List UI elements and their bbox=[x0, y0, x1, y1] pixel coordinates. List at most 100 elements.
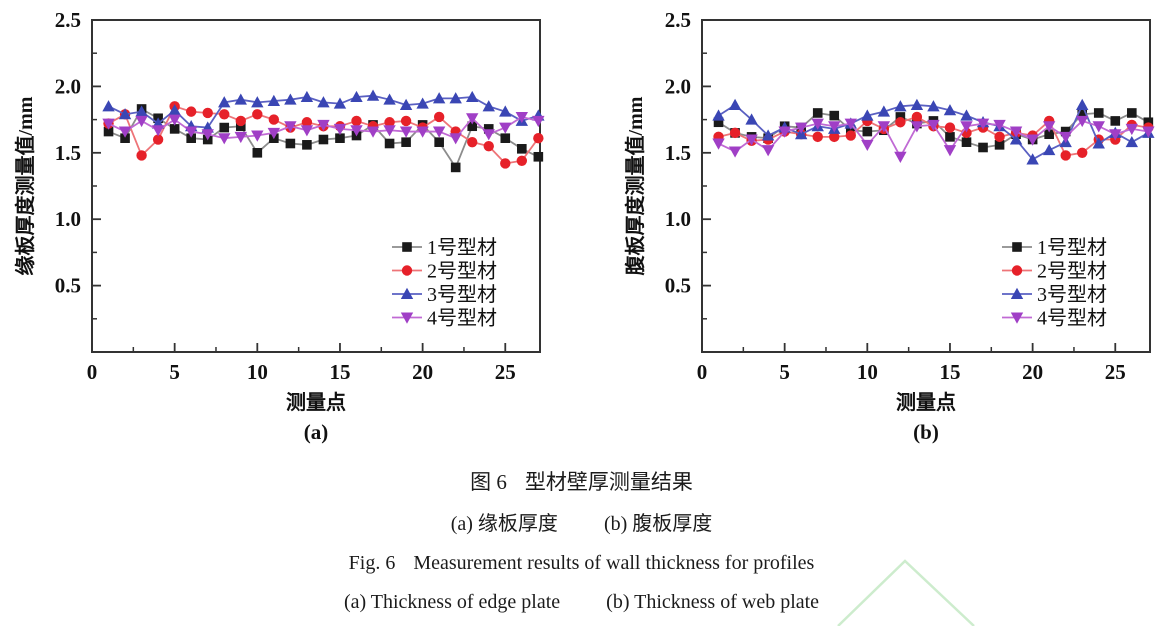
data-point-4号型材 bbox=[861, 139, 874, 152]
data-point-3号型材 bbox=[449, 92, 462, 104]
data-point-1号型材 bbox=[450, 162, 461, 173]
data-point-1号型材 bbox=[1044, 129, 1054, 140]
data-point-2号型材 bbox=[994, 131, 1005, 143]
figure-title-cn-text: 型材壁厚测量结果 bbox=[524, 470, 693, 494]
legend-marker-3号型材 bbox=[1010, 287, 1024, 299]
data-point-1号型材 bbox=[318, 134, 329, 145]
chart-a: 0 5 10 15 20 25 0.5 1.0 1.5 2.0 2.5 1号型材 2号型材 3号型材 4号型… bbox=[2, 0, 583, 457]
data-point-1号型材 bbox=[895, 112, 906, 122]
data-point-4号型材 bbox=[333, 123, 347, 136]
data-point-2号型材 bbox=[533, 132, 544, 144]
data-point-3号型材 bbox=[399, 98, 413, 110]
data-point-3号型材 bbox=[366, 89, 380, 101]
data-point-4号型材 bbox=[1076, 115, 1089, 128]
data-point-2号型材 bbox=[812, 131, 823, 143]
data-point-4号型材 bbox=[251, 130, 264, 142]
data-point-4号型材 bbox=[135, 115, 148, 128]
legend-label: 4号型材 bbox=[427, 307, 497, 330]
data-point-1号型材 bbox=[1077, 109, 1088, 120]
data-point-4号型材 bbox=[168, 114, 181, 126]
data-point-4号型材 bbox=[1125, 123, 1139, 136]
data-point-4号型材 bbox=[151, 125, 165, 137]
data-point-2号型材 bbox=[301, 117, 313, 128]
data-point-3号型材 bbox=[102, 100, 115, 112]
data-point-2号型材 bbox=[516, 155, 528, 166]
data-point-4号型材 bbox=[499, 122, 512, 134]
data-point-4号型材 bbox=[300, 125, 314, 137]
data-point-4号型材 bbox=[1059, 131, 1072, 144]
data-point-4号型材 bbox=[943, 145, 957, 157]
data-point-3号型材 bbox=[317, 96, 330, 108]
chart-b: 0 5 10 15 20 25 0.5 1.0 1.5 2.0 2.5 1号型材 2号型材 3号型材 4号型… bbox=[612, 0, 1163, 457]
data-point-4号型材 bbox=[317, 119, 330, 132]
y-tick-label: 2.0 bbox=[665, 74, 691, 98]
data-point-2号型材 bbox=[845, 130, 856, 141]
data-point-4号型材 bbox=[1109, 129, 1122, 141]
data-point-4号型材 bbox=[844, 118, 857, 130]
y-tick-label: 0.5 bbox=[665, 274, 691, 298]
data-point-2号型材 bbox=[152, 134, 164, 145]
data-point-4号型材 bbox=[399, 126, 413, 138]
data-point-3号型材 bbox=[482, 100, 495, 112]
x-tick-label: 0 bbox=[697, 360, 708, 384]
data-point-3号型材 bbox=[1009, 133, 1023, 145]
data-point-2号型材 bbox=[729, 127, 741, 139]
data-point-1号型材 bbox=[235, 121, 246, 132]
subcaption-en-a: (a) Thickness of edge plate bbox=[343, 591, 561, 613]
x-tick-label: 10 bbox=[247, 360, 268, 384]
figure-title-cn: 图 6 型材壁厚测量结果 bbox=[0, 466, 1163, 496]
data-point-2号型材 bbox=[483, 140, 494, 152]
y-tick-label: 1.5 bbox=[665, 141, 691, 165]
data-point-3号型材 bbox=[877, 105, 891, 117]
data-point-4号型材 bbox=[1009, 126, 1023, 138]
data-point-1号型材 bbox=[483, 124, 494, 134]
data-point-4号型材 bbox=[218, 133, 231, 145]
data-point-1号型材 bbox=[500, 133, 511, 143]
data-point-3号型材 bbox=[1026, 153, 1039, 165]
data-point-4号型材 bbox=[728, 146, 742, 158]
data-point-4号型材 bbox=[201, 129, 214, 141]
data-point-4号型材 bbox=[267, 127, 281, 140]
data-point-4号型材 bbox=[532, 115, 545, 128]
data-point-3号型材 bbox=[234, 93, 247, 105]
data-point-2号型材 bbox=[202, 107, 213, 119]
y-tick-label: 1.0 bbox=[55, 207, 81, 231]
data-point-1号型材 bbox=[186, 133, 196, 143]
legend-label: 1号型材 bbox=[427, 236, 497, 259]
y-tick-label: 1.0 bbox=[665, 207, 691, 231]
x-tick-label: 10 bbox=[857, 360, 878, 384]
data-point-4号型材 bbox=[1092, 121, 1105, 133]
data-point-4号型材 bbox=[416, 126, 429, 138]
y-tick-label: 2.5 bbox=[665, 8, 691, 32]
subplot-label: (b) bbox=[913, 420, 939, 444]
data-point-4号型材 bbox=[234, 131, 247, 144]
data-point-4号型材 bbox=[910, 121, 924, 133]
data-point-3号型材 bbox=[712, 109, 725, 121]
data-point-1号型材 bbox=[169, 124, 180, 134]
figure-number-en: Fig. 6 bbox=[348, 552, 396, 574]
data-point-1号型材 bbox=[812, 108, 823, 118]
x-tick-label: 25 bbox=[1105, 360, 1126, 384]
data-point-3号型材 bbox=[745, 113, 758, 125]
y-tick-label: 1.5 bbox=[55, 141, 81, 165]
figure-subcaption-cn: (a) 缘板厚度 (b) 腹板厚度 bbox=[0, 507, 1163, 536]
legend-label: 4号型材 bbox=[1037, 307, 1107, 330]
data-point-3号型材 bbox=[267, 94, 281, 107]
data-point-4号型材 bbox=[184, 126, 198, 138]
data-point-1号型材 bbox=[1093, 108, 1104, 118]
y-axis-label: 腹板厚度测量值/mm bbox=[623, 96, 647, 275]
chart-a-canvas: 0 5 10 15 20 25 0.5 1.0 1.5 2.0 2.5 1号型材2号型材3号型材4号型… bbox=[13, 8, 545, 444]
y-tick-label: 2.5 bbox=[55, 8, 81, 32]
data-point-3号型材 bbox=[1125, 135, 1139, 148]
data-point-1号型材 bbox=[1110, 116, 1121, 126]
data-point-1号型材 bbox=[829, 110, 840, 121]
data-point-1号型材 bbox=[945, 132, 955, 142]
x-tick-label: 5 bbox=[169, 360, 180, 384]
data-point-3号型材 bbox=[466, 90, 479, 103]
data-point-4号型材 bbox=[515, 111, 529, 124]
data-point-2号型材 bbox=[219, 109, 230, 120]
data-point-1号型材 bbox=[384, 138, 395, 149]
data-point-4号型材 bbox=[449, 133, 462, 145]
legend-marker-2号型材 bbox=[1011, 265, 1023, 276]
data-point-4号型材 bbox=[350, 125, 363, 137]
